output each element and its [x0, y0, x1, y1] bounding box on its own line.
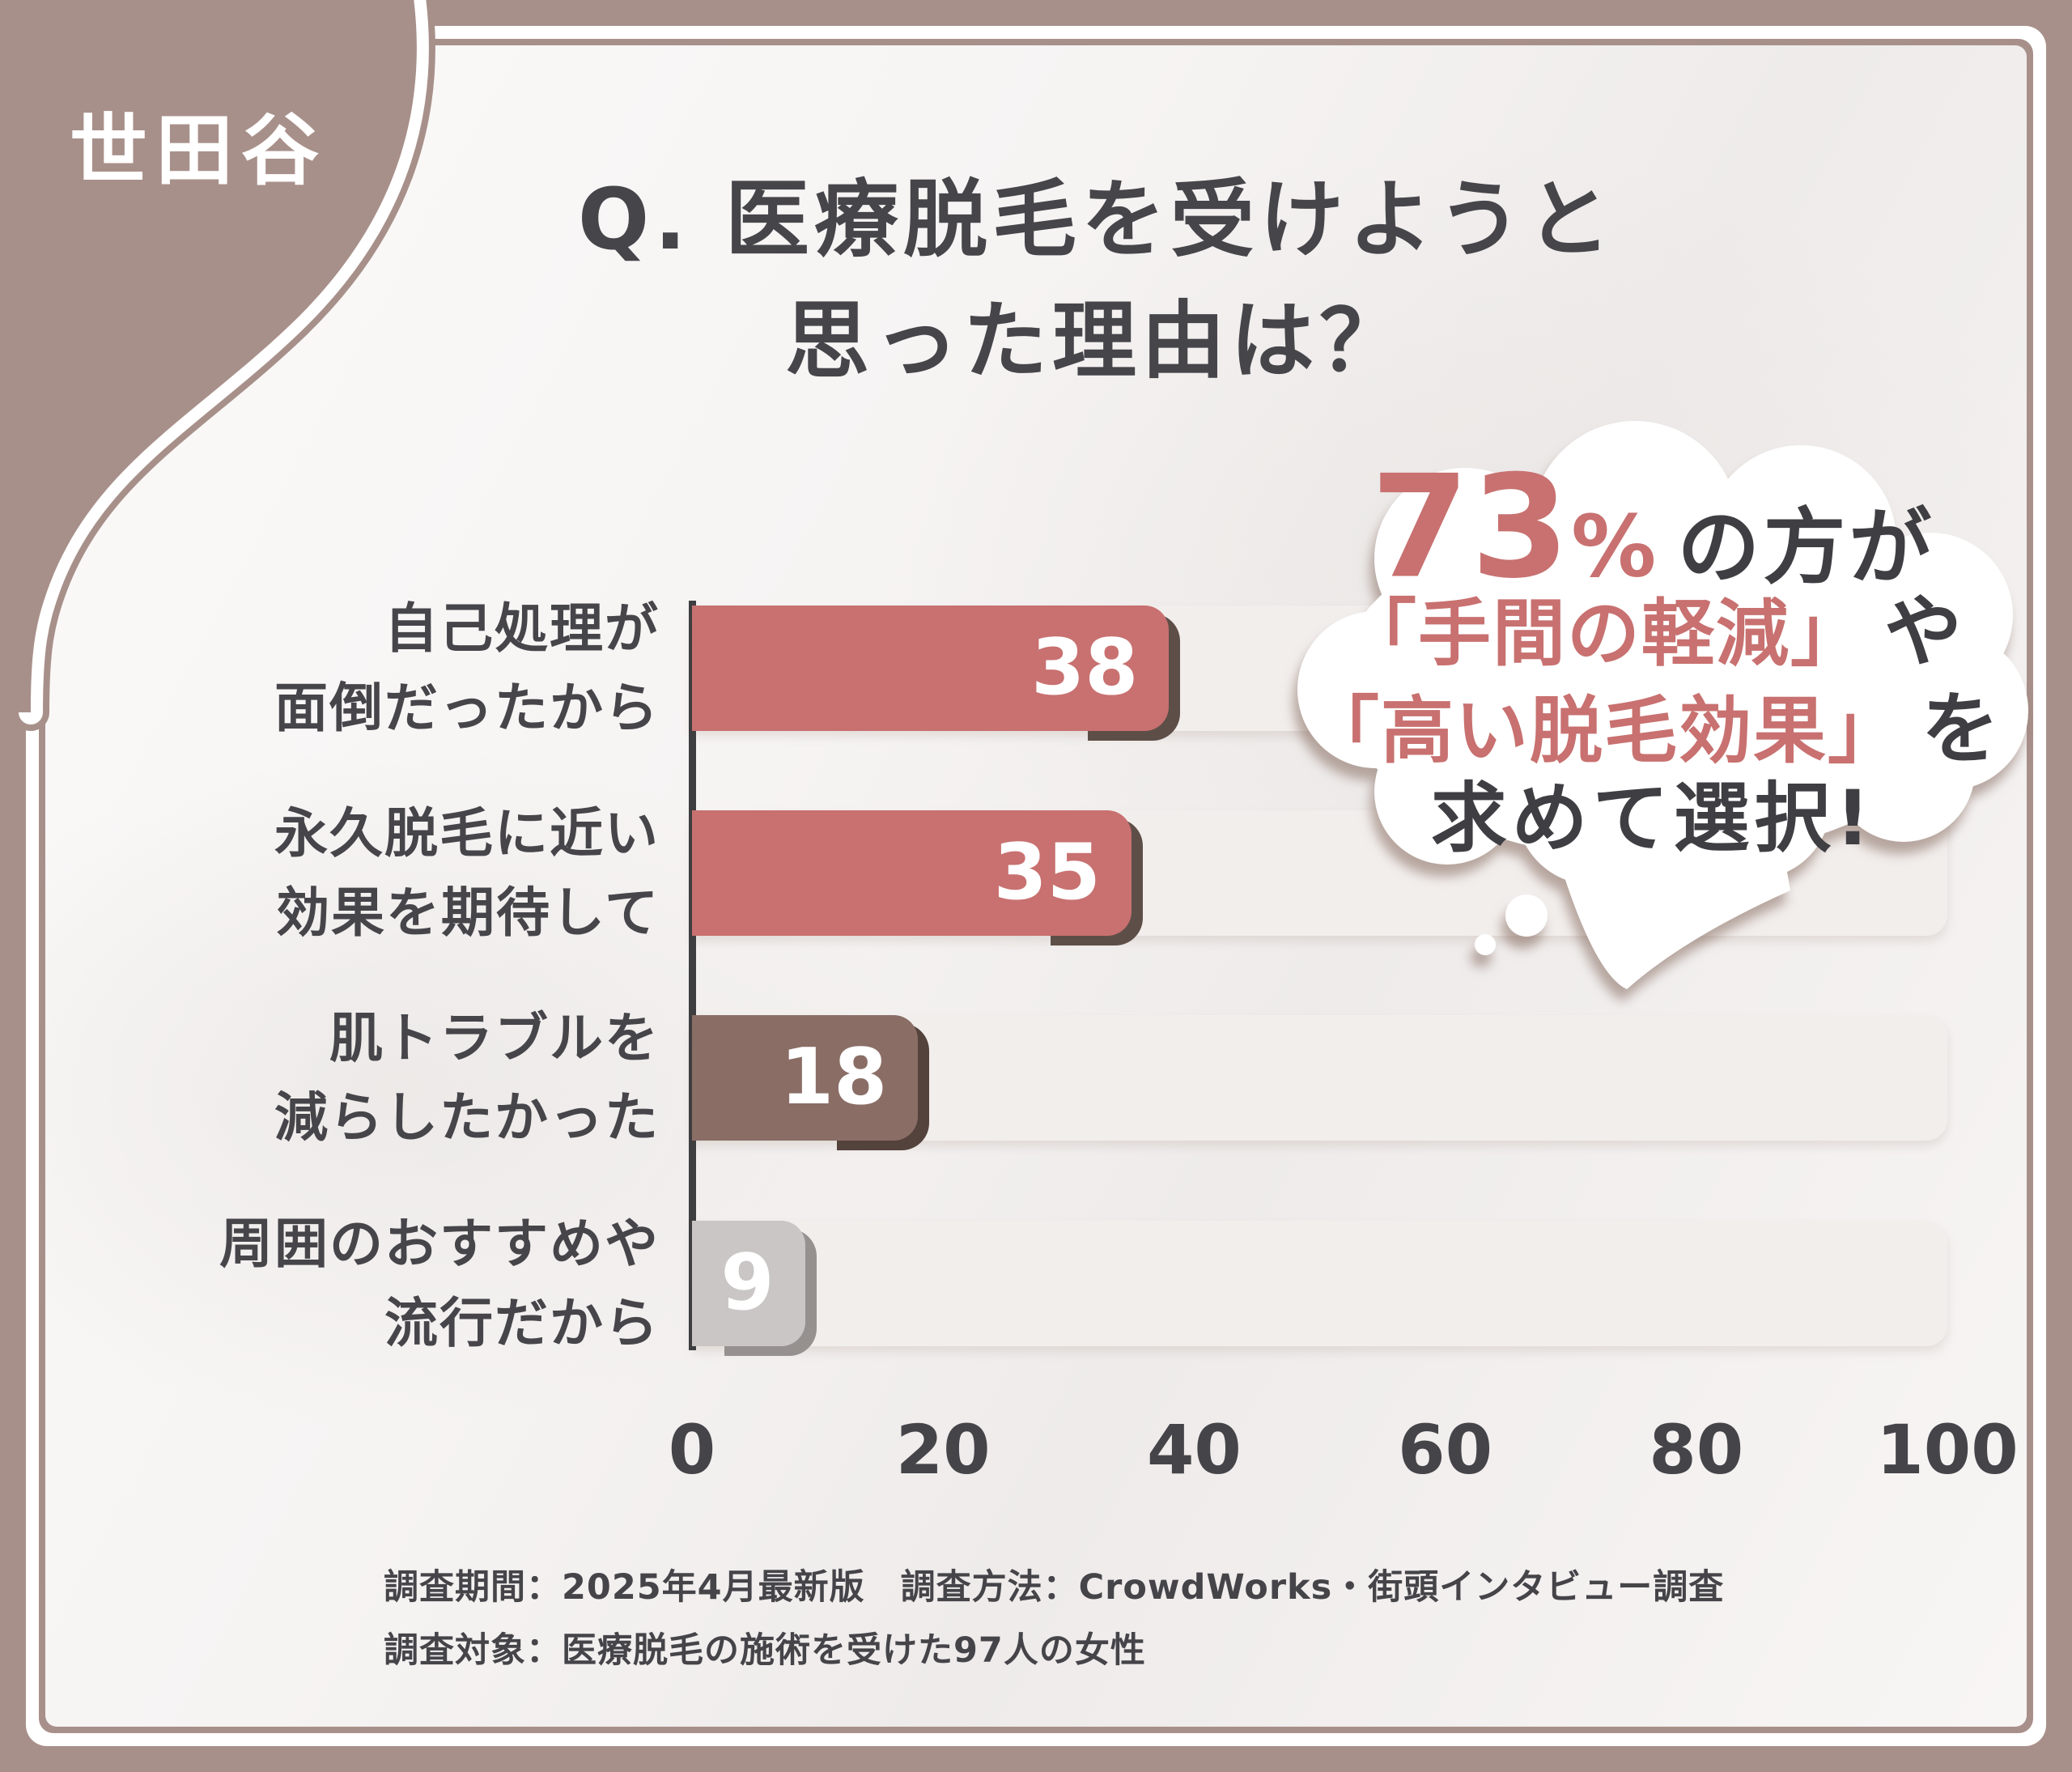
category-label-line: 周囲のおすすめや [219, 1212, 660, 1275]
bar-38: 38 [692, 606, 1170, 731]
x-axis-tick-60: 60 [1398, 1410, 1493, 1489]
survey-subjects: 調査対象：医療脱毛の施術を受けた97人の女性 [384, 1630, 1146, 1671]
bar-value-label: 9 [720, 1239, 775, 1328]
category-label: 永久脱毛に近い 効果を期待して [69, 794, 660, 953]
page-title: Q. 医療脱毛を受けようと 思った理由は？ [45, 159, 2027, 402]
bar-9: 9 [692, 1221, 805, 1346]
callout-line2: 「手間の軽減」や [1344, 569, 1962, 682]
bar-18: 18 [692, 1015, 919, 1141]
category-label-line: 減らしたかった [274, 1086, 660, 1149]
page-title-line1: Q. 医療脱毛を受けようと [577, 170, 1616, 269]
category-label-line: 面倒だったから [274, 676, 660, 739]
badge-label: 世田谷 [70, 105, 327, 196]
category-label: 肌トラブルを減らしたかった [69, 999, 660, 1158]
x-axis-tick-0: 0 [668, 1410, 716, 1489]
callout-between: や [1884, 586, 1962, 678]
x-axis-tick-100: 100 [1876, 1410, 2019, 1489]
callout-quote1: 「手間の軽減」 [1344, 591, 1865, 677]
x-axis-tick-40: 40 [1146, 1410, 1242, 1489]
bar-value-label: 38 [1031, 623, 1139, 712]
category-label-line: 永久脱毛に近い [274, 801, 660, 865]
x-axis-tick-80: 80 [1649, 1410, 1744, 1489]
category-label: 自己処理が面倒だったから [69, 589, 660, 748]
category-label: 周囲のおすすめや流行だから [69, 1205, 660, 1363]
category-label-line: 自己処理が [384, 597, 660, 660]
survey-period-method: 調査期間：2025年4月最新版 調査方法：CrowdWorks・街頭インタビュー… [384, 1567, 1725, 1608]
category-label-line: 流行だから [384, 1291, 660, 1354]
bar-track [692, 1221, 1947, 1346]
callout-line4: 求めて選択! [1431, 757, 1875, 867]
y-axis-line [689, 601, 696, 1350]
category-label-line: 効果を期待して [275, 881, 660, 944]
x-axis-tick-20: 20 [895, 1410, 991, 1489]
page-title-line2: 思った理由は？ [784, 291, 1408, 390]
callout-last-line: 求めて選択! [1430, 775, 1875, 863]
bar-value-label: 35 [993, 828, 1101, 917]
callout-after-quote2: を [1921, 683, 1999, 775]
category-label-line: 肌トラブルを [329, 1006, 660, 1069]
bar-35: 35 [692, 810, 1132, 936]
bar-value-label: 18 [779, 1033, 888, 1122]
